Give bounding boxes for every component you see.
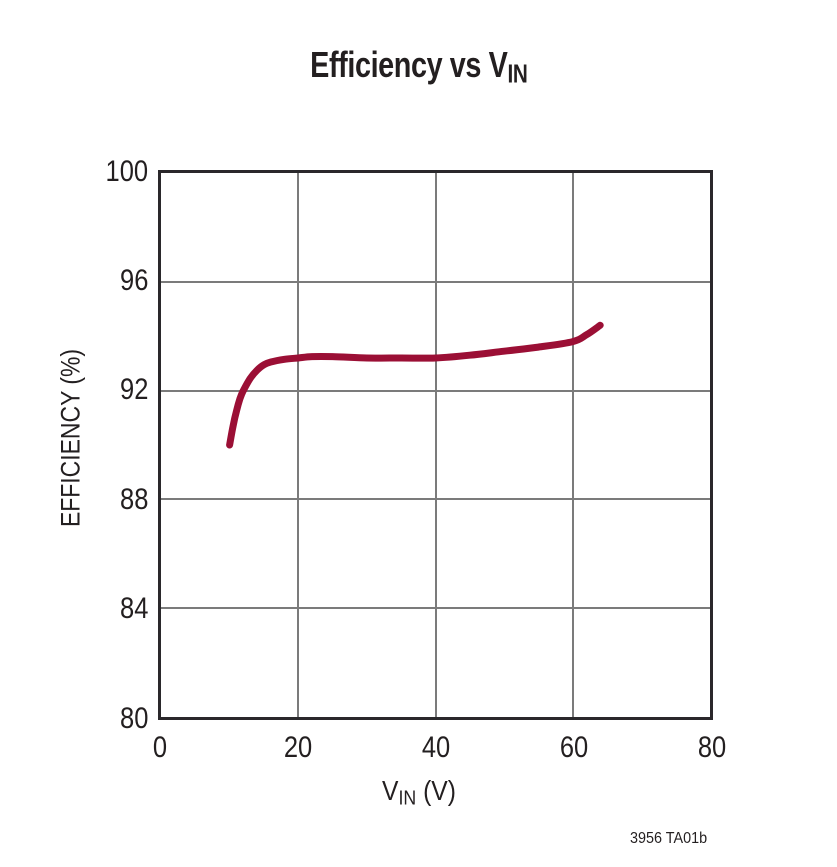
y-tick-label: 80 bbox=[119, 701, 148, 735]
x-axis-label: VIN (V) bbox=[0, 775, 837, 810]
x-axis-label-unit: (V) bbox=[415, 775, 456, 806]
x-tick-label: 80 bbox=[697, 731, 726, 764]
y-tick-label: 88 bbox=[119, 482, 148, 516]
x-axis-label-symbol: V bbox=[381, 775, 398, 806]
gridline-horizontal bbox=[161, 607, 710, 610]
gridline-vertical bbox=[297, 173, 300, 717]
figure-number: 3956 TA01b bbox=[630, 830, 716, 848]
y-tick-label: 96 bbox=[119, 263, 148, 297]
y-tick-label: 84 bbox=[119, 592, 148, 626]
x-tick-label: 20 bbox=[283, 731, 312, 764]
gridline-vertical bbox=[571, 173, 574, 717]
gridline-vertical bbox=[434, 173, 437, 717]
x-axis-label-subscript: IN bbox=[397, 787, 416, 810]
chart-title-condensed: Efficiency vs VIN bbox=[309, 44, 528, 90]
gridlines bbox=[161, 173, 710, 717]
chart-title-subscript: IN bbox=[507, 60, 528, 89]
y-tick-label: 92 bbox=[119, 373, 148, 407]
x-tick-label: 40 bbox=[421, 731, 450, 764]
plot-area bbox=[158, 170, 713, 720]
x-axis-label-condensed: VIN (V) bbox=[382, 775, 456, 810]
efficiency-curve bbox=[226, 321, 604, 449]
gridline-horizontal bbox=[161, 389, 710, 392]
y-axis-label: EFFICIENCY (%) bbox=[55, 348, 86, 528]
gridline-horizontal bbox=[161, 498, 710, 501]
gridline-horizontal bbox=[161, 280, 710, 283]
y-tick-label: 100 bbox=[105, 154, 148, 188]
efficiency-curve-path bbox=[226, 321, 604, 449]
chart-title-text: Efficiency vs V bbox=[309, 44, 508, 85]
x-tick-label: 0 bbox=[152, 731, 167, 764]
x-tick-label: 60 bbox=[559, 731, 588, 764]
figure-number-text: 3956 TA01b bbox=[630, 830, 708, 847]
chart-title: Efficiency vs VIN bbox=[0, 44, 837, 90]
